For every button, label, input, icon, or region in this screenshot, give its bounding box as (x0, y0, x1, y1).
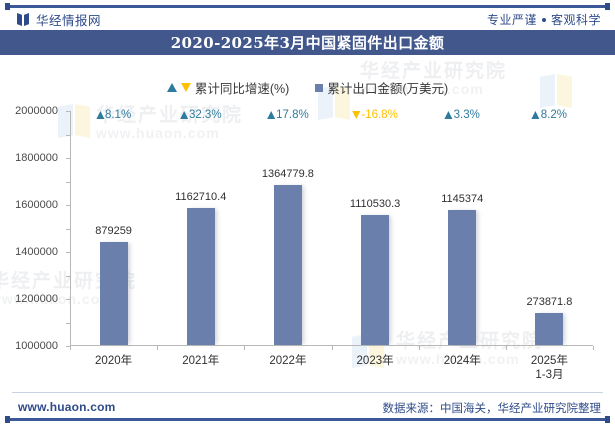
y-axis-tick: 1600000 (15, 158, 70, 211)
category-line: 2021年 (182, 355, 220, 367)
y-axis-tick: 800000 (21, 252, 70, 388)
y-axis-tick: 1400000 (15, 181, 70, 258)
y-axis-tick-label: 1000000 (15, 340, 58, 352)
plot-area: 0 200000 400000 600000 800000 1000000 1200000 1… (15, 105, 594, 388)
category-line: 2023年 (356, 355, 394, 367)
y-axis-tick: 600000 (66, 275, 70, 277)
triangle-up-icon (531, 111, 540, 119)
y-axis-tick: 200000 (66, 322, 70, 324)
bar-value-label: 1110530.3 (349, 197, 401, 210)
growth-rate-label-5: 8.2% (531, 109, 568, 121)
growth-rate-value: 8.1% (104, 109, 132, 121)
triangle-up-icon (179, 111, 188, 119)
bar-value-label: 1364779.8 (261, 167, 314, 180)
y-axis-tick-label: 1400000 (15, 246, 58, 258)
y-axis-tick: 0 (66, 346, 70, 347)
y-axis-line (70, 111, 71, 346)
category-line: 2024年 (443, 355, 481, 367)
growth-rate-label-4: 3.3% (444, 109, 480, 121)
brand: 华经情报网 (17, 10, 101, 29)
category-line: 2022年 (269, 355, 307, 367)
footer-divider (12, 392, 603, 393)
bar-value-label: 1145374 (441, 193, 484, 206)
chart-title-bar: 2020-2025年3月中国紧固件出口金额 (0, 30, 615, 55)
bar-value-label: 1162710.4 (175, 191, 227, 204)
y-axis-tick-label: 800000 (21, 387, 58, 388)
growth-rate-label-0: 8.1% (95, 109, 132, 121)
growth-rate-value: 8.2% (540, 109, 568, 121)
triangle-down-icon (180, 83, 191, 92)
growth-rate-value: 17.8% (276, 109, 309, 121)
bottom-divider (5, 416, 610, 423)
x-axis-line (70, 345, 593, 346)
brand-bar: 华经情报网 专业严谨 客观科学 (0, 8, 615, 30)
y-axis-tick-label: 1200000 (15, 293, 58, 305)
triangle-up-icon (267, 111, 276, 119)
x-axis-tick (157, 346, 159, 350)
legend-item-amount[interactable]: 累计出口金额(万美元) (315, 78, 448, 97)
growth-rate-value: 32.3% (188, 109, 222, 121)
footer-data-source: 数据来源：中国海关，华经产业研究院整理 (382, 403, 602, 415)
bar-2[interactable] (273, 184, 302, 345)
x-axis-category-label: 2024年 (444, 354, 481, 368)
growth-rate-label-2: 17.8% (267, 109, 309, 121)
square-marker-icon (315, 83, 324, 92)
legend-item-growth[interactable]: 累计同比增速(%) (166, 78, 290, 97)
triangle-up-icon (444, 111, 453, 119)
x-axis-tick (331, 346, 333, 350)
category-line: 2020年 (95, 355, 133, 367)
bar-3[interactable] (361, 214, 390, 345)
x-axis-category-label: 2025年 1-3月 (531, 354, 568, 383)
y-axis-tick: 1200000 (15, 205, 70, 305)
y-axis-tick: 1800000 (15, 134, 70, 164)
bar-1[interactable] (186, 208, 215, 345)
triangle-up-icon (95, 111, 104, 119)
category-line: 1-3月 (535, 369, 564, 382)
y-axis-tick: 400000 (66, 299, 70, 300)
footer-site-url[interactable]: www.huaon.com (18, 400, 116, 414)
chart-legend: 累计同比增速(%) 累计出口金额(万美元) (0, 78, 615, 97)
legend-label-growth: 累计同比增速(%) (194, 82, 290, 96)
y-axis-tick-label: 1800000 (15, 152, 58, 164)
x-axis-tick (244, 346, 246, 350)
book-logo-icon (17, 13, 30, 26)
growth-rate-label-3: -16.8% (352, 109, 398, 121)
legend-label-amount: 累计出口金额(万美元) (327, 82, 449, 96)
bar-value-label: 879259 (95, 224, 132, 237)
x-axis-tick (70, 346, 71, 350)
tagline-right: 客观科学 (550, 13, 601, 27)
y-axis-tick-label: 1600000 (15, 199, 58, 211)
x-axis-tick (505, 346, 507, 350)
bar-value-label: 273871.8 (526, 295, 573, 308)
bar-5[interactable] (535, 312, 564, 345)
x-axis-category-label: 2021年 (182, 354, 219, 368)
brand-name: 华经情报网 (36, 14, 102, 28)
footer: www.huaon.com 数据来源：中国海关，华经产业研究院整理 (0, 392, 615, 427)
bullet-dot-icon (541, 17, 546, 22)
top-divider (5, 3, 610, 10)
page-title: 2020-2025年3月中国紧固件出口金额 (170, 34, 445, 52)
triangle-up-icon (166, 83, 177, 92)
x-axis-category-label: 2020年 (95, 354, 132, 368)
x-axis-category-label: 2023年 (357, 354, 394, 368)
bar-4[interactable] (448, 210, 477, 345)
y-axis-tick-label: 2000000 (15, 105, 58, 117)
bar-0[interactable] (99, 241, 128, 345)
tagline: 专业严谨 客观科学 (487, 11, 601, 28)
category-line: 2025年 (530, 355, 568, 367)
tagline-left: 专业严谨 (486, 13, 537, 27)
growth-rate-value: -16.8% (361, 109, 398, 121)
growth-rate-label-1: 32.3% (179, 109, 222, 121)
x-axis-tick (593, 346, 594, 350)
y-axis-tick: 1000000 (15, 228, 70, 352)
x-axis-category-label: 2022年 (269, 354, 306, 368)
triangle-down-icon (352, 111, 361, 119)
chart-canvas: 华经产业研究院 www.huaon.com 华经产业研究院 www.huaon.… (0, 56, 615, 388)
x-axis-tick (418, 346, 420, 350)
y-axis-tick: 2000000 (15, 105, 70, 117)
growth-rate-value: 3.3% (453, 109, 480, 121)
